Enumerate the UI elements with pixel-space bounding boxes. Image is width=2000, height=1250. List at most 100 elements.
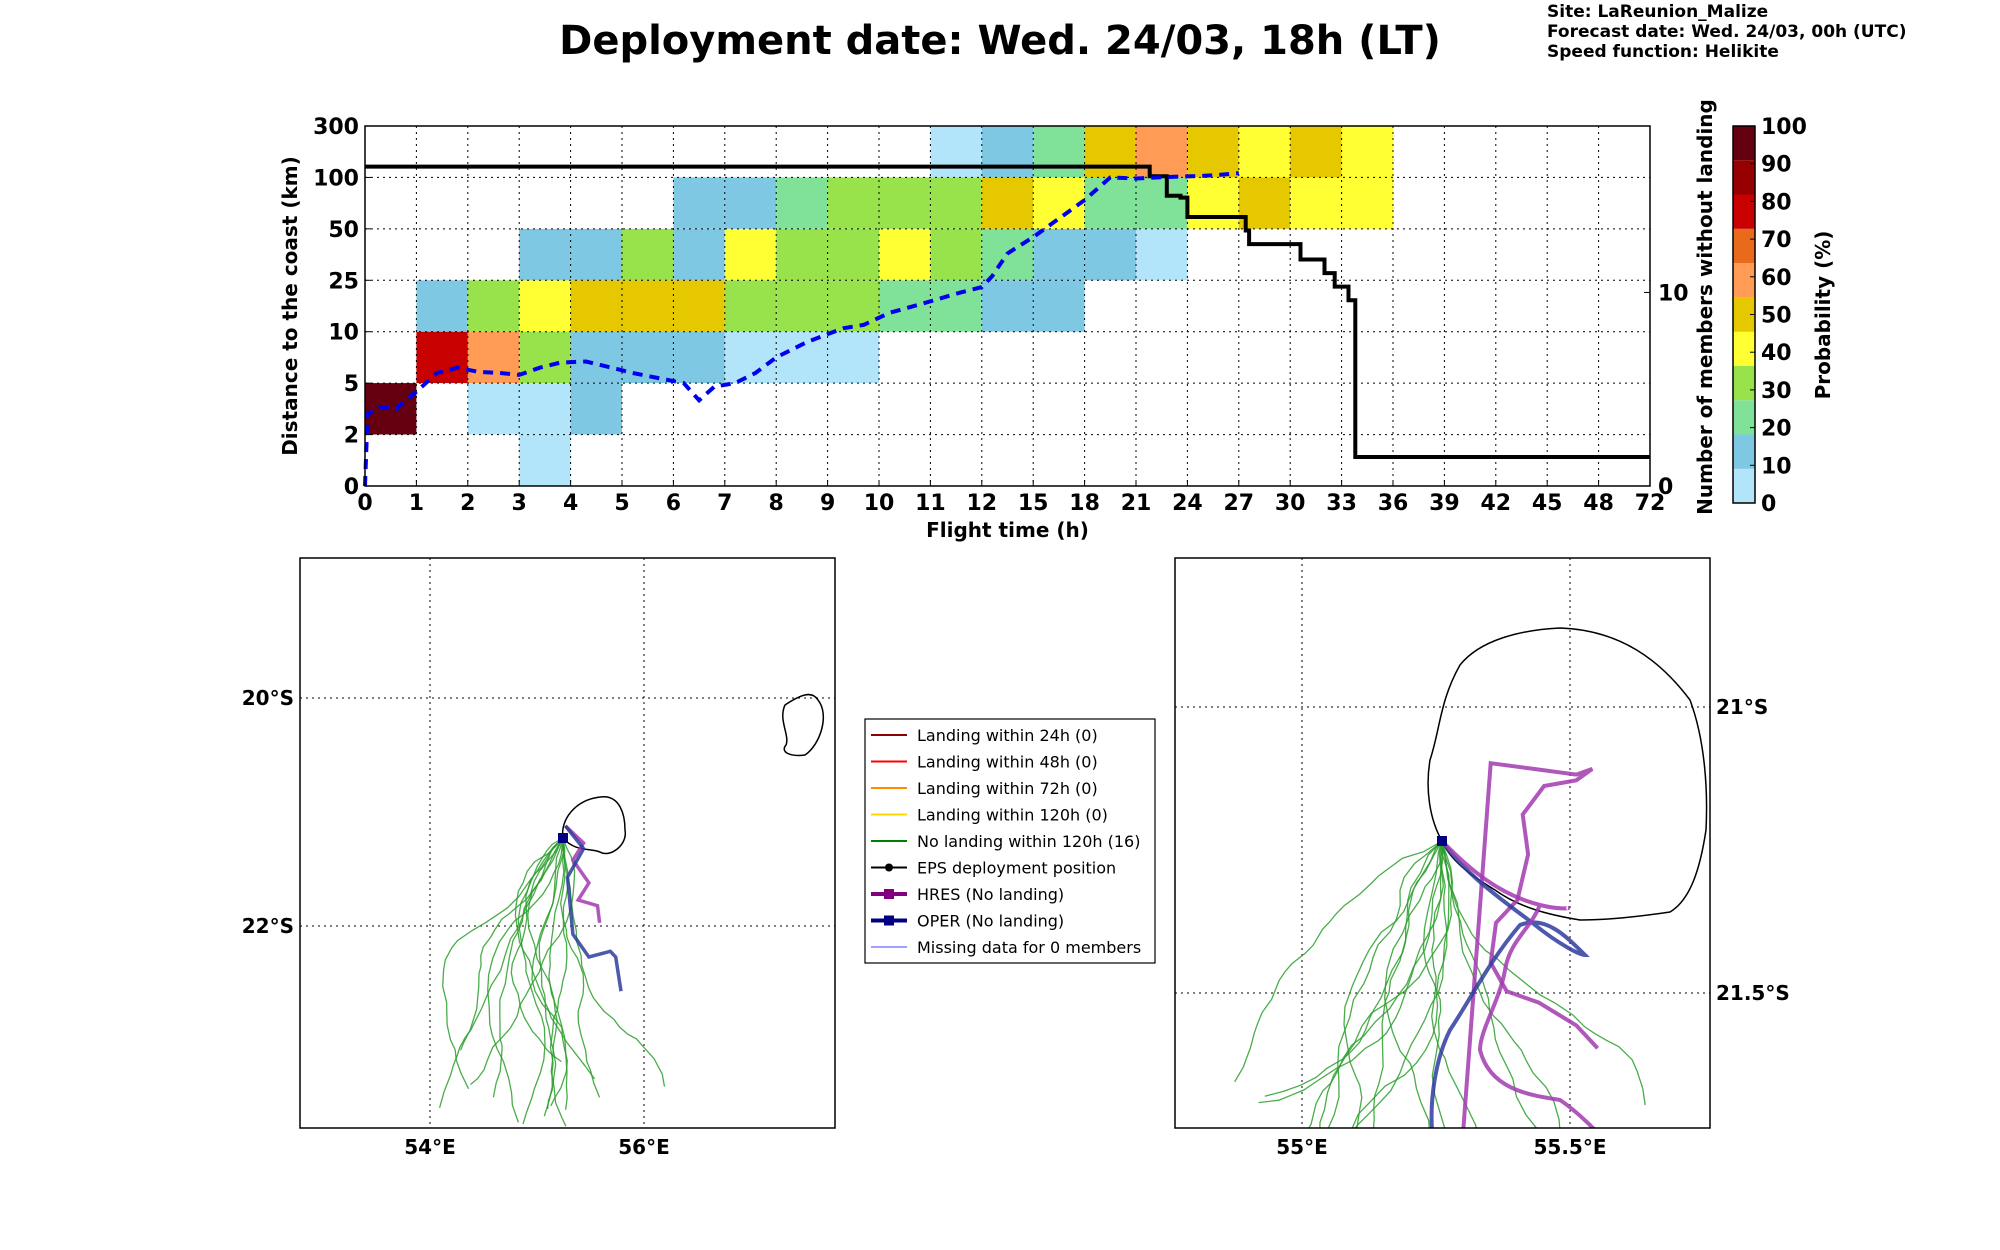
legend-marker <box>884 889 894 899</box>
longitude-label: 55°E <box>1276 1135 1328 1159</box>
ensemble-track <box>562 837 666 1087</box>
heatmap-cell <box>1136 126 1188 178</box>
heatmap-cell <box>1033 280 1085 332</box>
colorbar-segment <box>1733 194 1755 229</box>
y-axis-label: Distance to the coast (km) <box>278 156 302 456</box>
x-tick-label: 8 <box>769 491 784 516</box>
ensemble-track <box>1319 840 1454 1128</box>
legend-label: Landing within 48h (0) <box>917 753 1098 772</box>
heatmap-cell <box>776 280 828 332</box>
heatmap-cell <box>724 280 777 332</box>
y-tick-label: 2 <box>344 424 359 449</box>
heatmap-cell <box>570 280 622 332</box>
colorbar-tick-label: 50 <box>1761 304 1792 329</box>
colorbar-segment <box>1733 400 1755 435</box>
latitude-label: 20°S <box>242 686 294 710</box>
ensemble-track <box>470 837 576 1086</box>
map-frame <box>299 557 836 1129</box>
heatmap-cell <box>1084 177 1136 229</box>
y-tick-label: 25 <box>328 269 359 294</box>
x-tick-label: 39 <box>1429 491 1460 516</box>
heatmap-cell <box>724 177 777 229</box>
x-tick-label: 1 <box>409 491 424 516</box>
deployment-marker <box>1437 836 1447 846</box>
y-tick-label: 100 <box>313 166 359 191</box>
heatmap-cell <box>570 228 622 281</box>
colorbar-segment <box>1733 468 1755 503</box>
heatmap-cell <box>1136 177 1188 229</box>
heatmap-cell <box>776 177 828 229</box>
coastline <box>1427 627 1708 921</box>
heatmap-cell <box>519 383 571 435</box>
legend-frame <box>864 718 1156 964</box>
heatmap-cell <box>930 126 982 178</box>
plot-frame <box>364 125 1651 487</box>
ensemble-track <box>548 837 568 1107</box>
coastline <box>561 796 626 855</box>
heatmap-cell <box>981 280 1034 332</box>
heatmap-cell <box>1136 228 1188 281</box>
colorbar-segment <box>1733 365 1755 401</box>
x-tick-label: 9 <box>820 491 835 516</box>
hres-track <box>1440 839 1596 1128</box>
longitude-label: 54°E <box>404 1135 456 1159</box>
heatmap-cell <box>879 280 931 332</box>
hres-track <box>1461 760 1600 1128</box>
map-frame <box>1174 557 1711 1129</box>
heatmap-cell <box>1084 228 1136 281</box>
x-tick-label: 6 <box>666 491 681 516</box>
probability-heatmap-chart: 0 1 2 3 4 5 6 7 8 9 10 11 12 15 18 21 24 27 30 33 36 39 42 45 48… <box>278 99 1717 542</box>
heatmap-cell <box>879 228 931 281</box>
x-tick-label: 10 <box>864 491 895 516</box>
legend-label: Landing within 72h (0) <box>917 779 1098 798</box>
x-tick-label: 4 <box>563 491 578 516</box>
colorbar-tick-label: 70 <box>1761 228 1792 253</box>
heatmap-cell <box>724 228 777 281</box>
colorbar-segment <box>1733 126 1755 161</box>
x-tick-label: 0 <box>357 491 372 516</box>
heatmap-cell <box>1341 126 1393 178</box>
ensemble-track <box>560 837 601 1098</box>
ensemble-track <box>1343 840 1443 1128</box>
legend-label: HRES (No landing) <box>917 885 1064 904</box>
x-tick-label: 15 <box>1018 491 1049 516</box>
ensemble-track <box>1308 840 1444 1128</box>
heatmap-cell <box>776 331 828 384</box>
heatmap-cell <box>622 280 674 332</box>
site-label: Site: LaReunion_Malize <box>1547 2 1769 22</box>
legend-label: Landing within 120h (0) <box>917 806 1108 825</box>
members-without-landing-line <box>365 164 1650 459</box>
coastline <box>782 693 825 757</box>
ensemble-track <box>1441 840 1561 1128</box>
x-tick-label: 18 <box>1069 491 1100 516</box>
ensemble-track <box>438 837 564 1108</box>
y-tick-label: 10 <box>328 321 359 346</box>
heatmap-cell <box>519 280 571 332</box>
hres-track <box>564 824 602 924</box>
heatmap-cell <box>981 126 1034 178</box>
heatmap-cell <box>1238 126 1291 178</box>
colorbar-tick-label: 10 <box>1761 454 1792 479</box>
ensemble-track <box>492 837 564 1098</box>
y-tick-label: 0 <box>344 475 359 500</box>
heatmap-cell <box>1341 177 1393 229</box>
ensemble-track <box>459 837 564 1051</box>
forecast-metadata: Site: LaReunion_Malize Forecast date: We… <box>1547 2 1906 62</box>
heatmap-cell <box>622 331 674 384</box>
heatmap-cell <box>570 331 622 384</box>
colorbar-tick-label: 0 <box>1761 492 1776 517</box>
probability-colorbar: 0 10 20 30 40 50 60 70 80 90 100 Probability (%) <box>1732 115 1835 517</box>
heatmap-cell <box>673 280 725 332</box>
ensemble-track <box>487 837 564 1123</box>
heatmap-cell <box>622 228 674 281</box>
colorbar-segment <box>1733 228 1755 264</box>
heatmap-cell <box>416 331 468 384</box>
ensemble-track <box>1354 840 1450 1128</box>
ensemble-track <box>1327 840 1443 1128</box>
legend-label: Missing data for 0 members <box>917 938 1141 957</box>
colorbar-tick-label: 100 <box>1761 115 1807 140</box>
colorbar-segment <box>1733 160 1755 195</box>
ensemble-track <box>1431 840 1478 1128</box>
x-tick-label: 33 <box>1326 491 1357 516</box>
x-tick-label: 5 <box>614 491 629 516</box>
